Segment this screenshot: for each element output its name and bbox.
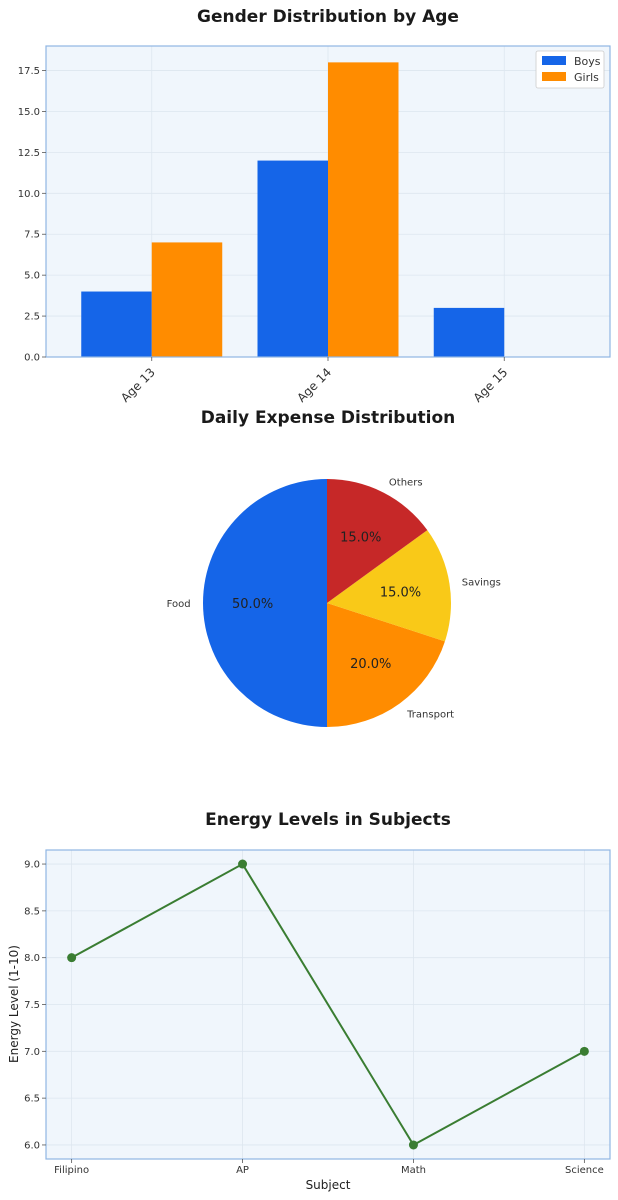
pie-chart-labels: Food 50.0% Transport 20.0% Savings 15.0% Other… xyxy=(167,477,501,720)
bar-boys-age-15 xyxy=(433,307,505,357)
line-chart-y-ticks: 6.0 6.5 7.0 7.5 8.0 8.5 9.0 xyxy=(24,860,46,1151)
bar-y-tick-label: 10.0 xyxy=(18,189,40,200)
line-point-ap xyxy=(238,859,248,869)
pie-label-food: Food xyxy=(167,599,191,610)
line-y-tick-label: 9.0 xyxy=(24,860,40,871)
legend-label-boys: Boys xyxy=(574,55,601,68)
line-chart-y-axis-label: Energy Level (1-10) xyxy=(7,945,21,1063)
bar-x-tick-label-age-13: Age 13 xyxy=(118,365,158,405)
bar-chart-legend: Boys Girls xyxy=(535,50,605,89)
pie-chart: Daily Expense Distribution Food 50.0% Tran… xyxy=(167,408,501,727)
bar-x-tick-label-age-14: Age 14 xyxy=(294,365,334,405)
line-series-energy xyxy=(71,862,585,1147)
line-x-tick-label-science: Science xyxy=(565,1165,604,1176)
pie-label-others: Others xyxy=(389,477,423,488)
line-y-tick-label: 6.5 xyxy=(24,1094,40,1105)
bar-x-tick-label-age-15: Age 15 xyxy=(471,365,511,405)
legend-swatch-girls xyxy=(542,72,566,81)
legend-swatch-boys xyxy=(542,56,566,65)
bar-y-tick-label: 2.5 xyxy=(24,312,40,323)
bar-girls-age-14 xyxy=(328,62,399,358)
bar-y-tick-label: 0.0 xyxy=(24,353,40,364)
line-chart-series xyxy=(67,859,589,1150)
line-y-tick-label: 7.0 xyxy=(24,1047,40,1058)
line-y-tick-label: 6.0 xyxy=(24,1140,40,1151)
bar-y-tick-label: 7.5 xyxy=(24,230,40,241)
bar-y-tick-label: 17.5 xyxy=(18,66,40,77)
line-y-tick-label: 7.5 xyxy=(24,1000,40,1011)
line-chart-x-ticks: Filipino AP Math Science xyxy=(54,1159,604,1176)
bar-y-tick-label: 15.0 xyxy=(18,107,40,118)
bar-y-tick-label: 5.0 xyxy=(24,271,40,282)
pie-pct-transport: 20.0% xyxy=(350,657,391,672)
line-point-math xyxy=(408,1140,418,1150)
bar-chart-title: Gender Distribution by Age xyxy=(197,7,459,27)
bar-chart: Gender Distribution by Age 0.0 2.5 5.0 7.5 1… xyxy=(18,7,611,405)
pie-label-transport: Transport xyxy=(406,709,454,720)
pie-label-savings: Savings xyxy=(462,578,501,589)
pie-slice-food xyxy=(203,479,327,727)
pie-slice-savings xyxy=(327,530,451,642)
pie-chart-slices xyxy=(203,479,451,727)
bar-y-tick-label: 12.5 xyxy=(18,148,40,159)
line-chart-x-axis-label: Subject xyxy=(306,1178,351,1192)
bar-chart-x-ticks: Age 13 Age 14 Age 15 xyxy=(118,357,510,405)
line-point-science xyxy=(579,1046,589,1056)
line-point-filipino xyxy=(67,953,77,963)
line-y-tick-label: 8.5 xyxy=(24,906,40,917)
legend-label-girls: Girls xyxy=(574,71,599,84)
line-x-tick-label-math: Math xyxy=(401,1165,426,1176)
pie-chart-title: Daily Expense Distribution xyxy=(201,408,456,428)
pie-pct-food: 50.0% xyxy=(232,597,273,612)
line-x-tick-label-filipino: Filipino xyxy=(54,1165,89,1176)
bar-girls-age-13 xyxy=(151,242,223,357)
line-chart-title: Energy Levels in Subjects xyxy=(205,810,451,830)
line-y-tick-label: 8.0 xyxy=(24,953,40,964)
pie-slice-transport xyxy=(327,603,445,727)
pie-pct-others: 15.0% xyxy=(340,531,381,546)
bar-boys-age-14 xyxy=(257,160,328,357)
bar-chart-bars xyxy=(81,62,505,358)
line-chart: Energy Levels in Subjects 6.0 6.5 7.0 7.5 8.… xyxy=(7,810,611,1192)
pie-slice-others xyxy=(327,479,428,603)
line-x-tick-label-ap: AP xyxy=(236,1165,249,1176)
bar-chart-y-ticks: 0.0 2.5 5.0 7.5 10.0 12.5 15.0 17.5 xyxy=(18,66,46,364)
pie-pct-savings: 15.0% xyxy=(380,585,421,600)
bar-boys-age-13 xyxy=(81,291,152,357)
